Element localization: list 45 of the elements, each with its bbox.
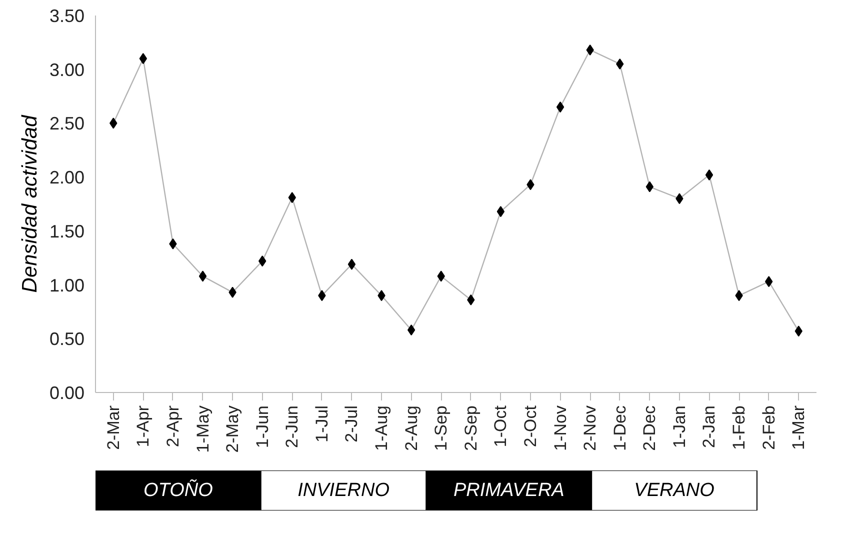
point <box>198 270 207 282</box>
x-tick-label: 1-Nov <box>550 405 570 451</box>
x-tick-label: 1-Dec <box>610 405 630 451</box>
x-tick-label: 2-Jun <box>282 405 302 448</box>
x-tick-label: 2-Jan <box>700 405 719 448</box>
x-tick-label: 1-Feb <box>730 405 749 450</box>
x-tick-label: 1-Aug <box>372 405 392 451</box>
y-tick-label: 0.50 <box>49 329 85 350</box>
x-tick-label: 1-Jan <box>670 405 689 448</box>
x-tick-label: 1-Sep <box>432 405 451 451</box>
point <box>556 102 564 113</box>
point <box>705 169 714 180</box>
point <box>407 324 416 336</box>
x-tick-label: 2-May <box>223 405 242 453</box>
x-tick-label: 2-Feb <box>759 405 778 450</box>
text: INVIERNO <box>298 480 390 501</box>
y-tick-label: 3.00 <box>49 60 85 80</box>
x-tick-label: 1-May <box>193 405 212 453</box>
x-tick-label: 2-Dec <box>640 405 660 451</box>
x-tick-label: 2-Aug <box>402 405 421 451</box>
x-tick-label: 2-Apr <box>163 405 182 448</box>
x-tick-label: 1-Mar <box>789 405 808 450</box>
x-tick-label: 1-Jul <box>312 405 332 442</box>
y-tick-label: 1.00 <box>49 275 85 296</box>
text: PRIMAVERA <box>453 480 564 501</box>
y-tick-label: 2.50 <box>49 114 85 134</box>
point <box>496 206 505 218</box>
x-tick-label: 2-Oct <box>520 405 540 448</box>
point <box>348 258 356 270</box>
text: VERANO <box>634 480 715 501</box>
point <box>764 276 773 288</box>
x-tick-label: 2-Sep <box>461 405 480 451</box>
y-tick-label: 1.50 <box>49 221 85 242</box>
x-tick-label: 2-Mar <box>104 405 123 450</box>
y-tick-label: 2.00 <box>49 168 85 188</box>
point <box>139 53 148 64</box>
x-tick-label: 2-Nov <box>580 405 600 451</box>
text: OTOÑO <box>144 479 214 501</box>
x-tick-label: 1-Jun <box>252 405 272 448</box>
x-tick-label: 1-Oct <box>491 405 510 448</box>
y-axis-title: Densidad actividad <box>18 114 42 293</box>
x-tick-label: 2-Jul <box>342 405 362 442</box>
y-tick-label: 0.00 <box>49 383 85 403</box>
y-tick-label: 3.50 <box>49 6 85 26</box>
x-tick-label: 1-Apr <box>134 405 153 448</box>
